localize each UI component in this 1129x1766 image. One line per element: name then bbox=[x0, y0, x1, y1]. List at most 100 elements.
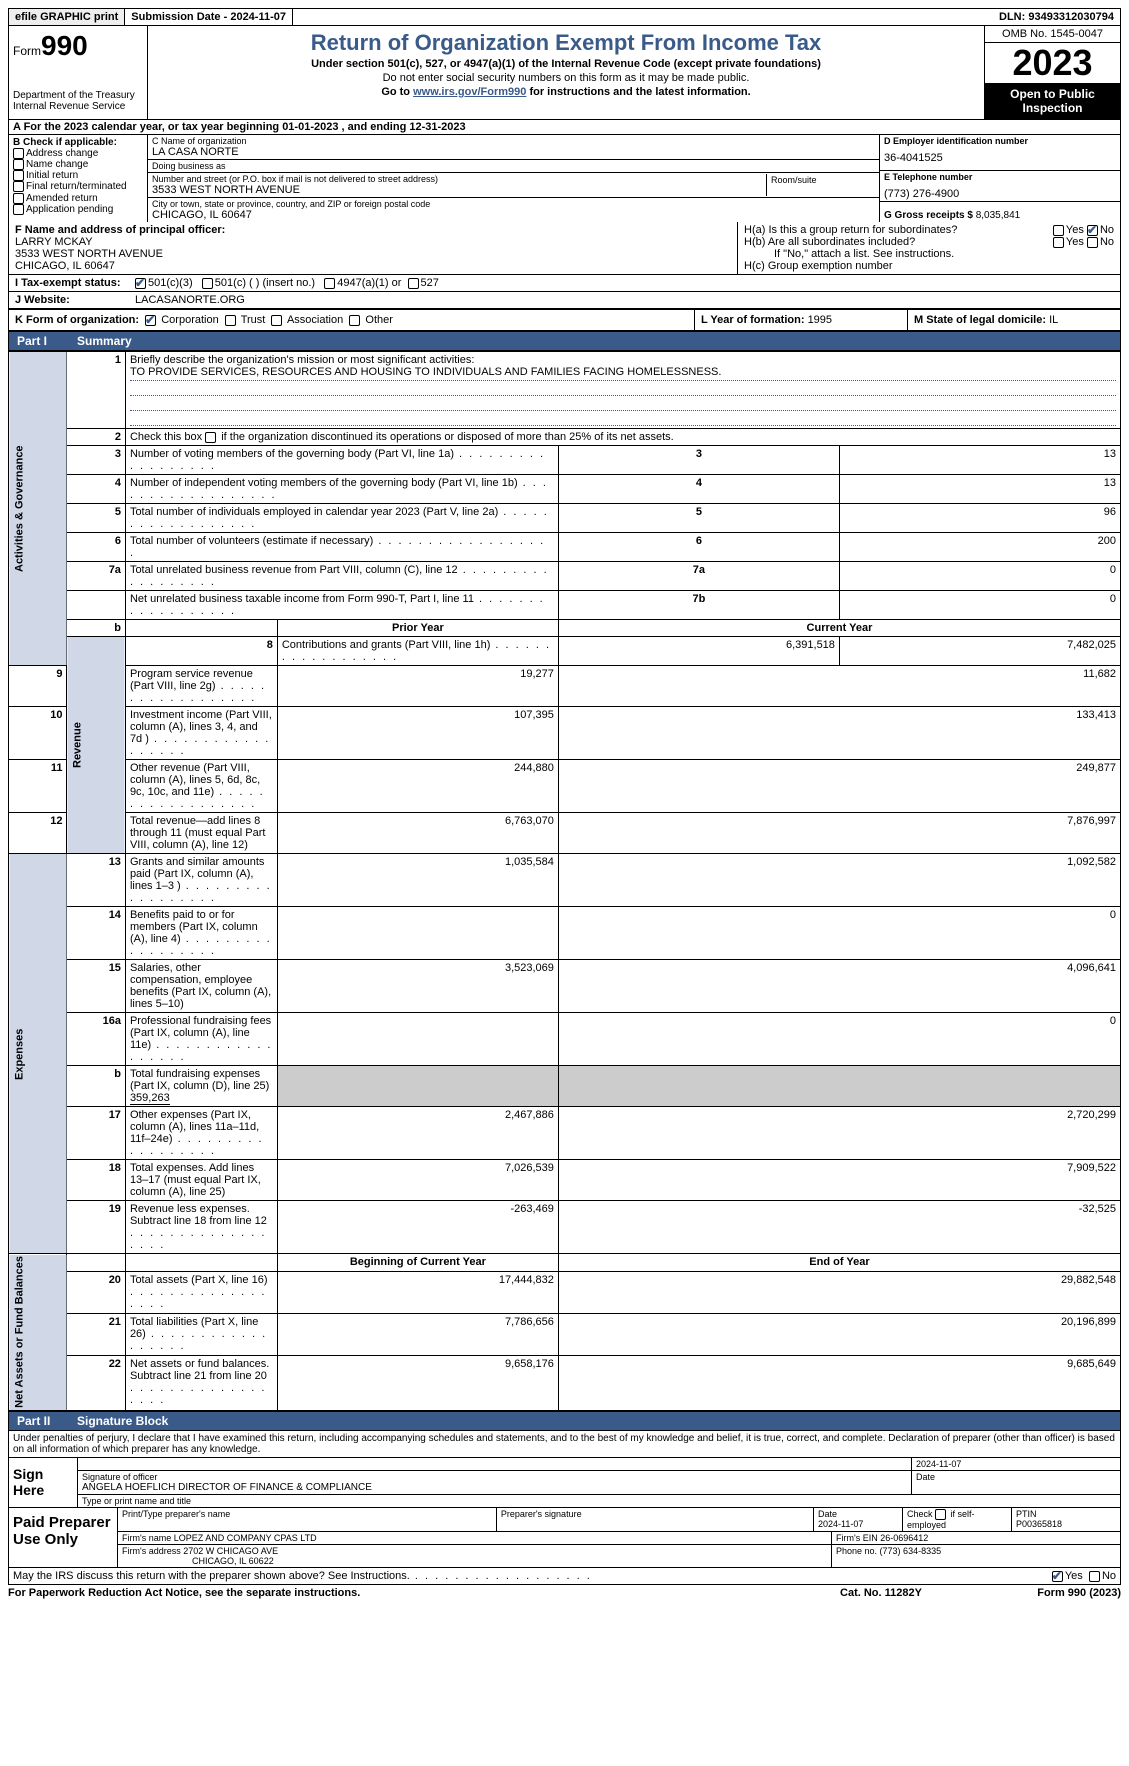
l16b-num: b bbox=[67, 1066, 125, 1107]
box-e: E Telephone number (773) 276-4900 bbox=[880, 171, 1120, 202]
l12-prior: 6,763,070 bbox=[277, 813, 558, 854]
l2-pre: Check this box bbox=[130, 431, 205, 443]
part-i-title: Summary bbox=[77, 334, 132, 348]
l4-val: 13 bbox=[839, 475, 1120, 504]
side-expenses: Expenses bbox=[9, 854, 67, 1254]
header-mid: Return of Organization Exempt From Incom… bbox=[148, 26, 984, 119]
l19-num: 19 bbox=[67, 1201, 125, 1254]
hb-row: H(b) Are all subordinates included? Yes … bbox=[744, 236, 1114, 248]
box-l: L Year of formation: 1995 bbox=[695, 310, 908, 330]
l18-label: Total expenses. Add lines 13–17 (must eq… bbox=[125, 1160, 277, 1201]
goto-post: for instructions and the latest informat… bbox=[526, 86, 750, 98]
ha-no-chk[interactable] bbox=[1087, 225, 1098, 236]
l1-label: Briefly describe the organization's miss… bbox=[130, 354, 474, 366]
l7a-num: 7a bbox=[67, 562, 125, 591]
row-klm: K Form of organization: Corporation Trus… bbox=[9, 309, 1120, 330]
l6-val: 200 bbox=[839, 533, 1120, 562]
chk-corp[interactable] bbox=[145, 315, 156, 326]
firm-ein-value: 26-0696412 bbox=[880, 1533, 928, 1543]
hc-row: H(c) Group exemption number bbox=[744, 260, 1114, 272]
chk-assoc[interactable] bbox=[271, 315, 282, 326]
mission-line4 bbox=[130, 411, 1116, 426]
chk-address-change[interactable]: Address change bbox=[13, 148, 143, 159]
chk-amended-return[interactable]: Amended return bbox=[13, 193, 143, 204]
chk-application-pending[interactable]: Application pending bbox=[13, 204, 143, 215]
l10-label: Investment income (Part VIII, column (A)… bbox=[125, 707, 277, 760]
row-j: J Website: LACASANORTE.ORG bbox=[9, 292, 1120, 309]
l18-prior: 7,026,539 bbox=[277, 1160, 558, 1201]
sig-officer-label: Signature of officer bbox=[82, 1472, 157, 1482]
mission-line3 bbox=[130, 396, 1116, 411]
topbar: efile GRAPHIC print Submission Date - 20… bbox=[8, 8, 1121, 26]
may-no-chk[interactable] bbox=[1089, 1571, 1100, 1582]
l13-num: 13 bbox=[67, 854, 125, 907]
block-ijk: I Tax-exempt status: 501(c)(3) 501(c) ( … bbox=[8, 275, 1121, 331]
l2-chk[interactable] bbox=[205, 432, 216, 443]
corp-label: Corporation bbox=[161, 314, 218, 326]
chk-final-label: Final return/terminated bbox=[26, 182, 127, 193]
sig-officer-cell: Signature of officer ANGELA HOEFLICH DIR… bbox=[78, 1471, 912, 1494]
l7a-box: 7a bbox=[558, 562, 839, 591]
chk-trust[interactable] bbox=[225, 315, 236, 326]
l3-val: 13 bbox=[839, 446, 1120, 475]
street-row: Number and street (or P.O. box if mail i… bbox=[148, 173, 879, 198]
form-footer: Form 990 (2023) bbox=[971, 1587, 1121, 1599]
prep-selfemp-chk[interactable] bbox=[935, 1509, 946, 1520]
gross-value: 8,035,841 bbox=[976, 210, 1021, 221]
part-ii-title: Signature Block bbox=[77, 1414, 168, 1428]
officer-city: CHICAGO, IL 60647 bbox=[15, 260, 115, 272]
sign-here-label: Sign Here bbox=[9, 1458, 78, 1507]
hb-yes-chk[interactable] bbox=[1053, 237, 1064, 248]
penalties-text: Under penalties of perjury, I declare th… bbox=[8, 1431, 1121, 1458]
city-value: CHICAGO, IL 60647 bbox=[152, 209, 875, 221]
dln-label: DLN: bbox=[999, 11, 1028, 23]
org-name-label: C Name of organization bbox=[152, 136, 875, 146]
l16b-val: 359,263 bbox=[130, 1092, 170, 1105]
chk-address-label: Address change bbox=[26, 148, 98, 159]
chk-527[interactable] bbox=[408, 278, 419, 289]
officer-name: LARRY MCKAY bbox=[15, 236, 93, 248]
box-f: F Name and address of principal officer:… bbox=[9, 222, 737, 274]
street-label: Number and street (or P.O. box if mail i… bbox=[152, 174, 766, 184]
l10-num: 10 bbox=[9, 707, 67, 760]
ha-yes-chk[interactable] bbox=[1053, 225, 1064, 236]
sig-type-label: Type or print name and title bbox=[78, 1495, 1120, 1507]
l21-num: 21 bbox=[67, 1313, 125, 1355]
501c3-label: 501(c)(3) bbox=[148, 277, 193, 289]
sig-date-cell: Date bbox=[912, 1471, 1120, 1494]
ha-no: No bbox=[1100, 224, 1114, 236]
l16a-curr: 0 bbox=[558, 1013, 1120, 1066]
chk-final-return: Final return/terminated bbox=[13, 181, 143, 192]
l7a-val: 0 bbox=[839, 562, 1120, 591]
l12-label: Total revenue—add lines 8 through 11 (mu… bbox=[125, 813, 277, 854]
irs-link[interactable]: www.irs.gov/Form990 bbox=[413, 86, 526, 98]
street-cell: Number and street (or P.O. box if mail i… bbox=[152, 174, 767, 196]
l1-cell: Briefly describe the organization's miss… bbox=[125, 352, 1120, 429]
may-yes-chk[interactable] bbox=[1052, 1571, 1063, 1582]
l7b-label: Net unrelated business taxable income fr… bbox=[125, 591, 558, 620]
chk-initial-return[interactable]: Initial return bbox=[13, 170, 143, 181]
hb-no-chk[interactable] bbox=[1087, 237, 1098, 248]
cat-no: Cat. No. 11282Y bbox=[791, 1587, 971, 1599]
prep-date-cell: Date2024-11-07 bbox=[814, 1508, 903, 1531]
firm-name-value: LOPEZ AND COMPANY CPAS LTD bbox=[174, 1533, 317, 1543]
preparer-label: Paid Preparer Use Only bbox=[9, 1508, 118, 1567]
l4-num: 4 bbox=[67, 475, 125, 504]
chk-name-change[interactable]: Name change bbox=[13, 159, 143, 170]
sig-officer-value: ANGELA HOEFLICH DIRECTOR OF FINANCE & CO… bbox=[82, 1482, 372, 1493]
hdr-empty bbox=[125, 620, 277, 637]
sig-date-top: 2024-11-07 bbox=[912, 1458, 1120, 1470]
chk-501c3[interactable] bbox=[135, 278, 146, 289]
chk-4947[interactable] bbox=[324, 278, 335, 289]
chk-app-label: Application pending bbox=[26, 204, 113, 215]
dln: DLN: 93493312030794 bbox=[993, 9, 1120, 25]
l11-label: Other revenue (Part VIII, column (A), li… bbox=[125, 760, 277, 813]
l2-post: if the organization discontinued its ope… bbox=[221, 431, 674, 443]
efile-print-btn[interactable]: efile GRAPHIC print bbox=[9, 9, 125, 25]
firm-name-cell: Firm's name LOPEZ AND COMPANY CPAS LTD bbox=[118, 1532, 832, 1544]
box-h: H(a) Is this a group return for subordin… bbox=[737, 222, 1120, 274]
box-b-label: B Check if applicable: bbox=[13, 137, 143, 148]
chk-other[interactable] bbox=[349, 315, 360, 326]
l15-label: Salaries, other compensation, employee b… bbox=[125, 960, 277, 1013]
chk-501c[interactable] bbox=[202, 278, 213, 289]
